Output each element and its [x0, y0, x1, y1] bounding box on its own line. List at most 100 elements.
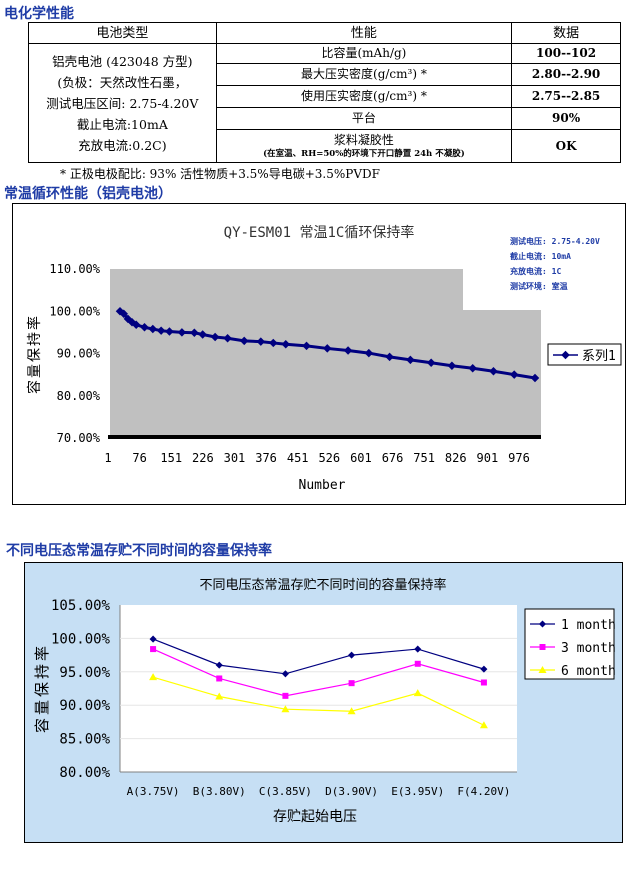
legend-box: [547, 343, 622, 366]
prop-cell: 浆料凝胶性 (在室温、RH=50%的环境下开口静置 24h 不凝胶): [215, 129, 513, 163]
data-point: [239, 336, 249, 346]
data-point: [281, 670, 289, 678]
x-tick-label: 601: [350, 451, 372, 465]
spec-table: 电池类型 性能 数据 铝壳电池 (423048 方型) (负极：天然改性石墨， …: [28, 22, 621, 163]
legend-label: 系列1: [582, 349, 616, 364]
y-axis-label: 容量保持率: [33, 643, 51, 733]
prop-cell: 最大压实密度(g/cm³) *: [215, 63, 513, 86]
header-property: 性能: [215, 22, 513, 44]
series-line: [152, 638, 485, 675]
x-tick-label: D(3.90V): [325, 785, 378, 798]
table-header-row: 电池类型 性能 数据: [28, 22, 621, 44]
data-point: [447, 361, 457, 370]
prop-cell: 比容量(mAh/g): [215, 43, 513, 64]
data-point: [119, 309, 128, 319]
data-point: [323, 344, 332, 353]
x-tick-label: 451: [287, 451, 309, 465]
value-cell: 90%: [511, 107, 621, 130]
battery-line: (负极：天然改性石墨，: [57, 74, 188, 90]
x-tick-label: C(3.85V): [259, 785, 312, 798]
storage-chart-svg: 不同电压态常温存贮不同时间的容量保持率 105.00% 100.00% 95.00%…: [33, 577, 616, 825]
legend-label: 3 month: [561, 641, 616, 656]
data-point: [190, 328, 199, 338]
data-point: [489, 367, 498, 376]
chart-note: 充放电流: 1C: [510, 266, 561, 276]
y-tick-label: 110.00%: [49, 262, 100, 276]
x-tick-label: 376: [255, 451, 277, 465]
data-point: [281, 705, 290, 713]
prop-cell: 使用压实密度(g/cm³) *: [215, 85, 513, 108]
y-tick-label: 100.00%: [49, 304, 100, 318]
x-tick-label: A(3.75V): [127, 785, 180, 798]
data-point: [479, 721, 488, 729]
x-axis-line: [108, 435, 541, 439]
data-point: [413, 689, 422, 697]
y-tick-label: 80.00%: [59, 765, 110, 781]
x-tick-label: 526: [318, 451, 340, 465]
table-row: 铝壳电池 (423048 方型) (负极：天然改性石墨， 测试电压区间: 2.7…: [28, 43, 621, 163]
data-point: [426, 358, 436, 368]
plot-area: [120, 605, 517, 772]
data-point: [348, 680, 355, 687]
x-tick-label: E(3.95V): [391, 785, 444, 798]
footnote: * 正极电极配比: 93% 活性物质+3.5%导电碳+3.5%PVDF: [60, 167, 380, 181]
y-tick-label: 105.00%: [51, 598, 111, 614]
chart-note: 截止电流: 10mA: [510, 251, 571, 261]
data-point: [530, 373, 540, 383]
cycle-chart-svg: QY-ESM01 常温1C循环保持率 110.00% 100.00% 90.00% 8…: [26, 224, 622, 493]
legend: 1 month 3 month 6 month: [524, 608, 616, 680]
x-tick-label: 976: [508, 451, 530, 465]
table-row: 浆料凝胶性 (在室温、RH=50%的环境下开口静置 24h 不凝胶) OK: [29, 129, 621, 163]
data-point: [223, 334, 232, 343]
x-tick-label: 676: [382, 451, 404, 465]
data-point: [385, 352, 394, 362]
battery-line: 铝壳电池 (423048 方型): [52, 53, 193, 69]
prop-note: (在室温、RH=50%的环境下开口静置 24h 不凝胶): [263, 148, 465, 159]
data-point: [269, 338, 278, 348]
legend: 系列1: [547, 343, 622, 366]
x-tick-label: 751: [413, 451, 435, 465]
data-point: [343, 346, 353, 355]
value-cell: 100--102: [511, 43, 621, 64]
data-point: [165, 327, 174, 336]
data-point: [414, 645, 422, 653]
chart-title: QY-ESM01 常温1C循环保持率: [224, 224, 415, 241]
data-point: [210, 332, 220, 342]
legend-marker: [538, 666, 547, 673]
series-line: [152, 676, 485, 726]
y-axis-label: 容量保持率: [26, 314, 43, 394]
data-point: [281, 339, 290, 349]
data-point: [480, 679, 487, 686]
data-point: [509, 370, 519, 379]
data-point: [302, 341, 311, 351]
battery-line: 测试电压区间: 2.75-4.20V: [46, 95, 199, 111]
x-tick-label: 226: [192, 451, 214, 465]
x-tick-label: 1: [104, 451, 111, 465]
data-point: [215, 661, 223, 669]
y-tick-label: 100.00%: [51, 631, 111, 647]
data-point: [215, 692, 224, 700]
x-axis-label: 存贮起始电压: [273, 809, 357, 825]
battery-line: 充放电流:0.2C): [78, 137, 167, 153]
legend-marker: [561, 350, 570, 360]
storage-chart: 不同电压态常温存贮不同时间的容量保持率 105.00% 100.00% 95.00%…: [24, 562, 623, 843]
data-point: [256, 337, 266, 346]
battery-type-cell: 铝壳电池 (423048 方型) (负极：天然改性石墨， 测试电压区间: 2.7…: [28, 43, 217, 163]
x-tick-label: 76: [132, 451, 146, 465]
data-point: [156, 326, 166, 335]
prop-cell: 平台: [215, 107, 513, 130]
legend-marker: [538, 620, 547, 628]
section-title-electrochem: 电化学性能: [4, 6, 74, 22]
y-tick-label: 90.00%: [59, 698, 110, 714]
x-tick-label: 151: [160, 451, 182, 465]
y-tick-label: 70.00%: [57, 431, 101, 445]
data-point: [414, 660, 421, 667]
battery-line: 截止电流:10mA: [76, 116, 168, 132]
x-tick-label: B(3.80V): [193, 785, 246, 798]
data-point: [480, 665, 488, 673]
y-tick-label: 90.00%: [57, 347, 101, 361]
chart-note: 测试环境: 室温: [510, 281, 568, 291]
section-title-storage: 不同电压态常温存贮不同时间的容量保持率: [6, 543, 272, 559]
value-cell: 2.75--2.85: [511, 85, 621, 108]
legend-label: 6 month: [561, 664, 616, 679]
